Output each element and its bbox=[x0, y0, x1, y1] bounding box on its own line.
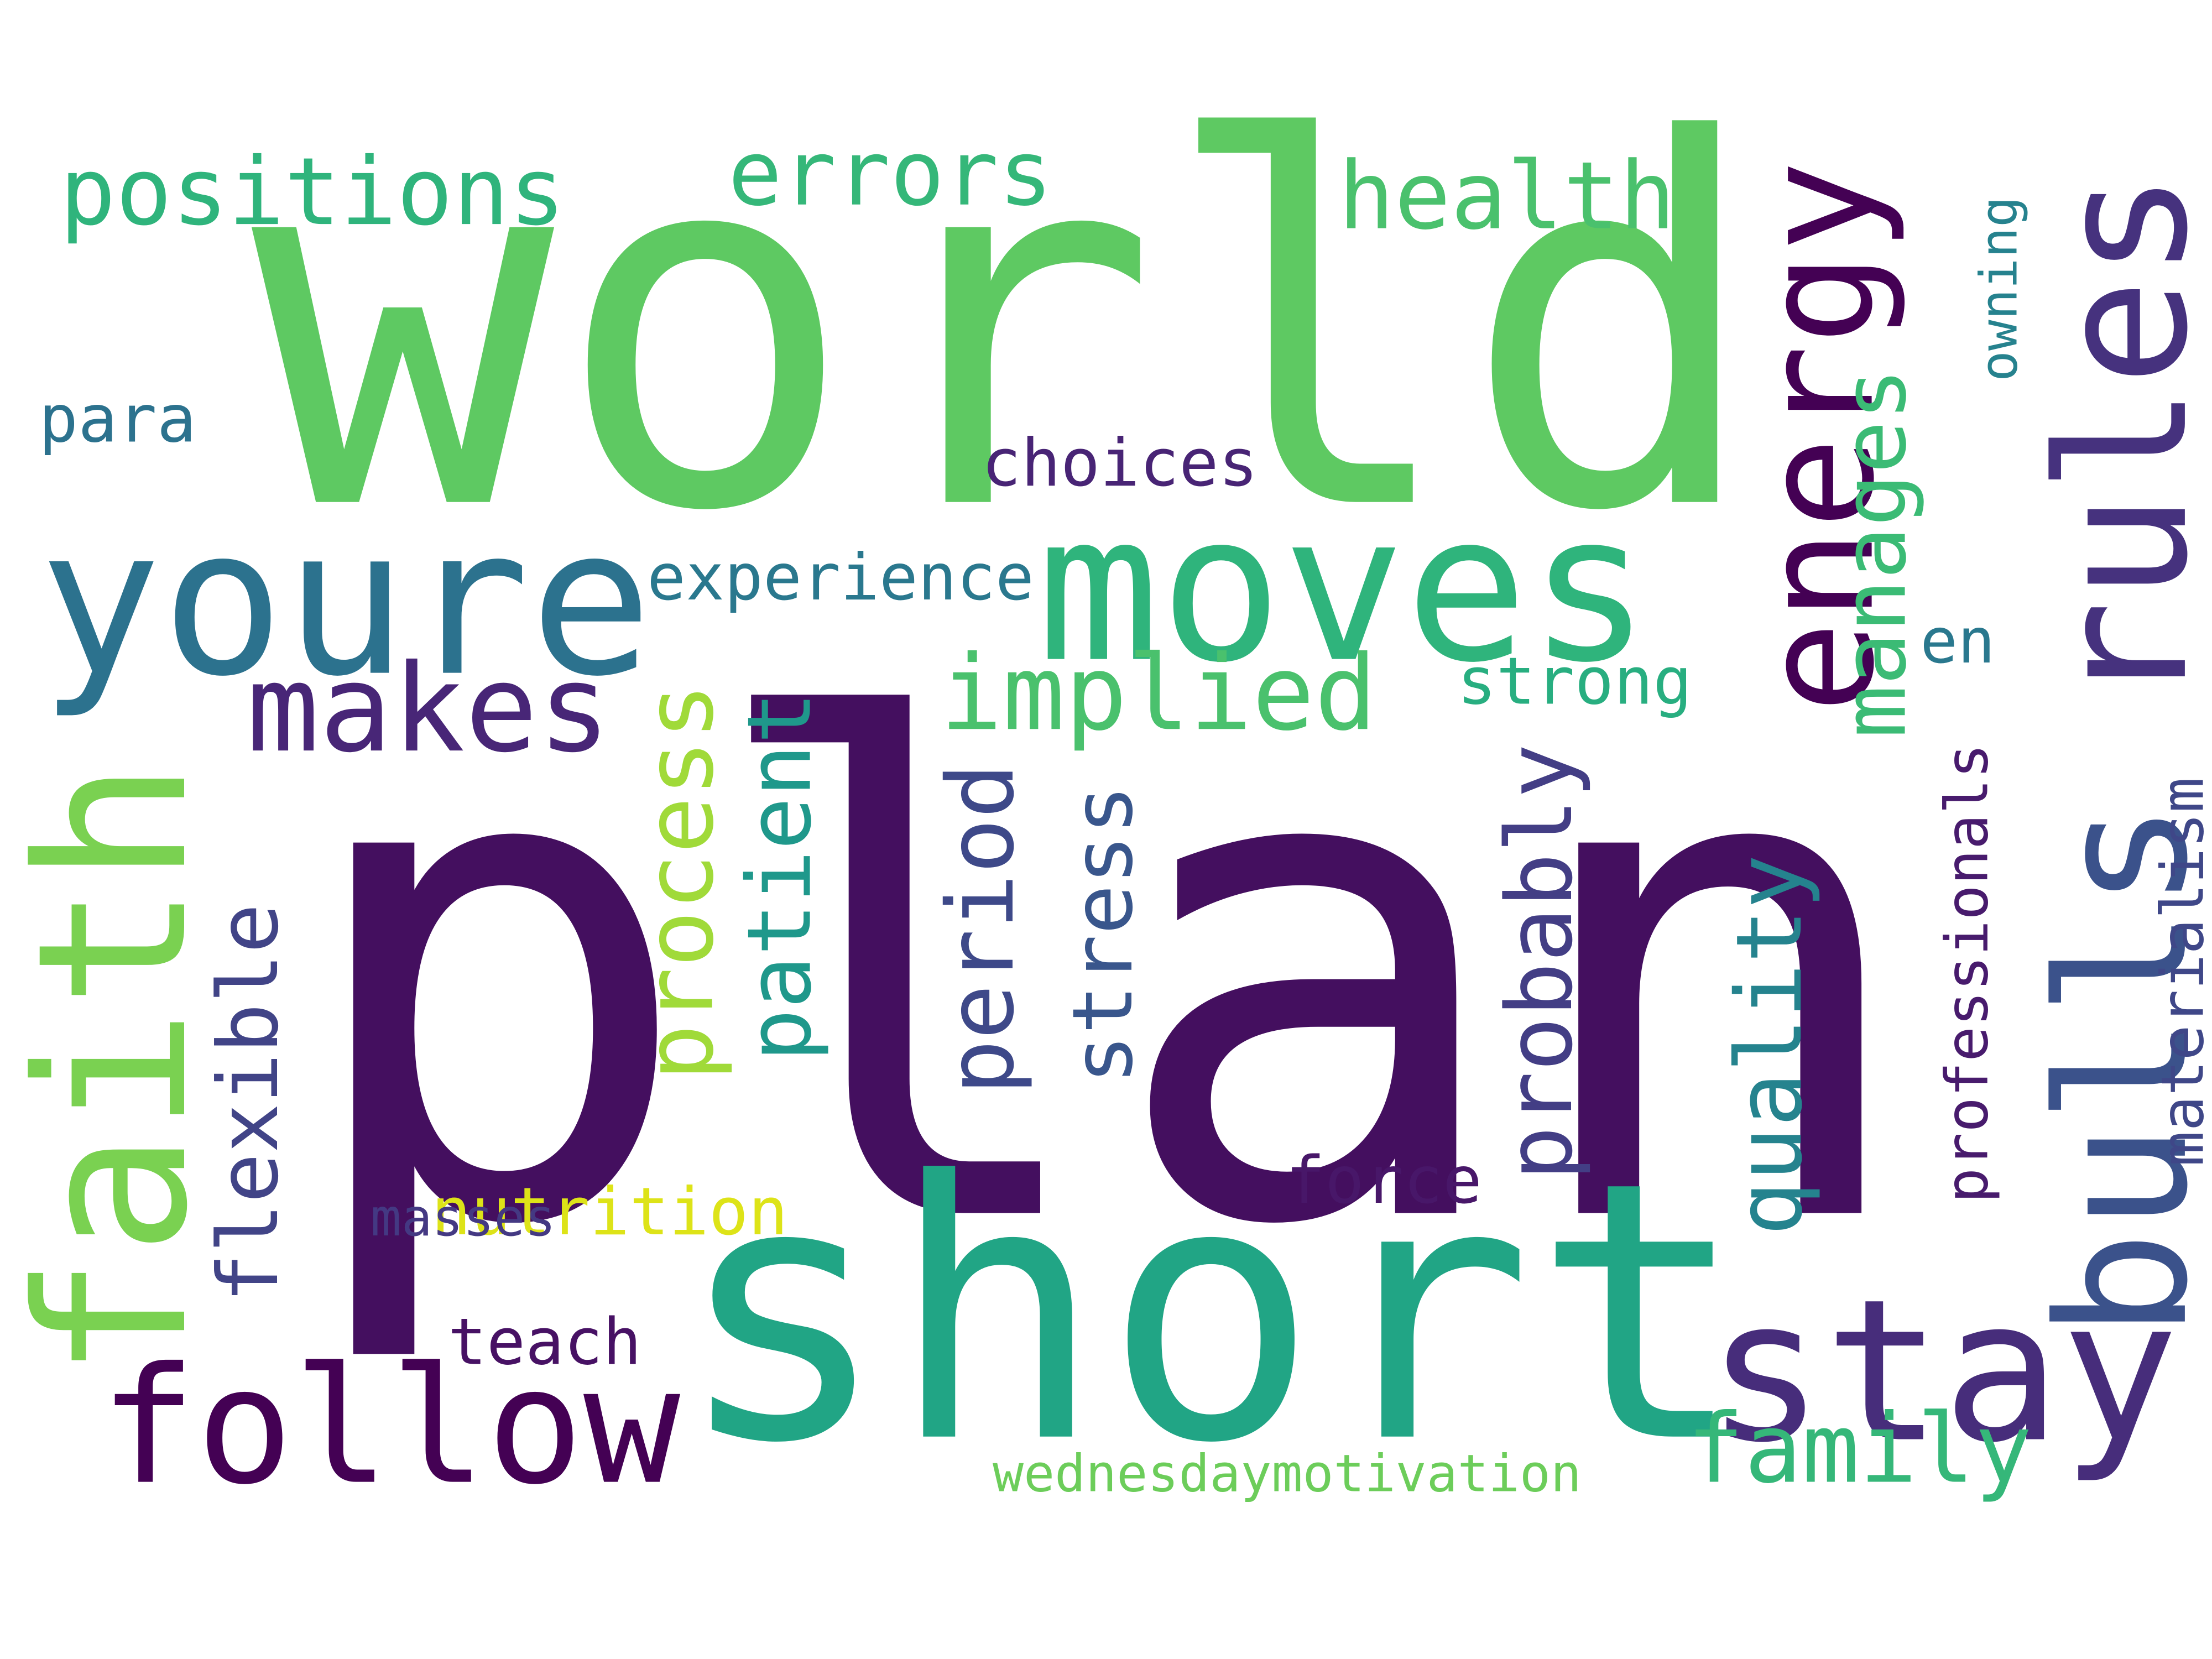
word-faith: faith bbox=[0, 760, 233, 1380]
word-masses: masses bbox=[371, 1188, 556, 1248]
word-para: para bbox=[39, 380, 196, 457]
word-quality: quality bbox=[1717, 854, 1823, 1236]
word-force: force bbox=[1286, 1142, 1482, 1219]
word-patient: patient bbox=[728, 691, 831, 1062]
word-manages: manages bbox=[1823, 368, 1926, 738]
word-family: family bbox=[1687, 1392, 2032, 1505]
word-health: health bbox=[1338, 141, 1676, 251]
word-implied: implied bbox=[940, 633, 1377, 754]
word-process: process bbox=[624, 683, 735, 1081]
word-positions: positions bbox=[59, 137, 566, 247]
word-period: period bbox=[927, 763, 1035, 1095]
word-en: en bbox=[1920, 604, 1995, 677]
word-plan: plan bbox=[290, 584, 1922, 1373]
word-follow: follow bbox=[100, 1332, 681, 1520]
word-flexible: flexible bbox=[201, 903, 297, 1303]
word-stress: stress bbox=[1055, 785, 1151, 1084]
word-moves: moves bbox=[1037, 469, 1651, 707]
word-professionals: professionals bbox=[1933, 743, 2002, 1203]
word-short: short bbox=[675, 1105, 1748, 1521]
word-teach: teach bbox=[448, 1305, 641, 1380]
word-choices: choices bbox=[982, 425, 1258, 502]
word-probably: probably bbox=[1486, 744, 1593, 1181]
word-errors: errors bbox=[728, 121, 1053, 226]
word-nutrition: nutrition bbox=[431, 1173, 788, 1250]
word-youre: youre bbox=[39, 483, 653, 721]
word-materialism: materialism bbox=[2148, 777, 2212, 1167]
word-wednesdaymotivation: wednesdaymotivation bbox=[993, 1443, 1582, 1504]
word-rules: rules bbox=[2019, 171, 2212, 708]
word-experience: experience bbox=[647, 540, 1034, 615]
word-owning: owning bbox=[1969, 196, 2029, 382]
word-world: world bbox=[252, 36, 1765, 621]
word-makes: makes bbox=[246, 638, 611, 780]
word-stay: stay bbox=[1706, 1256, 2179, 1486]
word-strong: strong bbox=[1457, 643, 1692, 719]
